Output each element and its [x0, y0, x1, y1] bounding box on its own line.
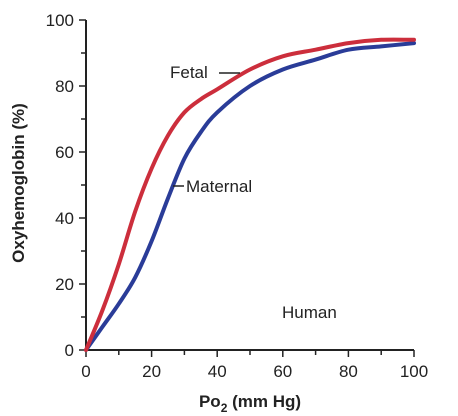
series-line-maternal	[84, 41, 416, 352]
y-tick-label: 100	[46, 11, 74, 30]
y-tick-label: 60	[55, 143, 74, 162]
y-tick-label: 40	[55, 209, 74, 228]
y-tick-label: 20	[55, 275, 74, 294]
x-tick-label: 100	[400, 362, 428, 381]
human-annotation: Human	[282, 303, 337, 322]
series-line-fetal	[84, 37, 416, 352]
x-tick-label: 60	[273, 362, 292, 381]
x-axis-label-main: Po	[199, 392, 221, 411]
y-tick-label: 80	[55, 77, 74, 96]
x-tick-label: 40	[208, 362, 227, 381]
y-axis-label: Oxyhemoglobin (%)	[9, 103, 28, 263]
y-tick-label: 0	[65, 341, 74, 360]
x-axis-ticks: 0 20 40 60 80 100	[81, 350, 428, 381]
series-lines	[84, 37, 416, 352]
maternal-annotation: Maternal	[186, 177, 252, 196]
x-axis-label-rest: (mm Hg)	[227, 392, 301, 411]
y-axis-ticks: 0 20 40 60 80 100	[46, 11, 86, 360]
x-tick-label: 0	[81, 362, 90, 381]
x-axis-label-subscript: 2	[221, 401, 228, 415]
x-tick-label: 20	[142, 362, 161, 381]
fetal-annotation: Fetal	[170, 63, 208, 82]
x-axis-label: Po2 (mm Hg)	[199, 392, 301, 415]
x-tick-label: 80	[339, 362, 358, 381]
